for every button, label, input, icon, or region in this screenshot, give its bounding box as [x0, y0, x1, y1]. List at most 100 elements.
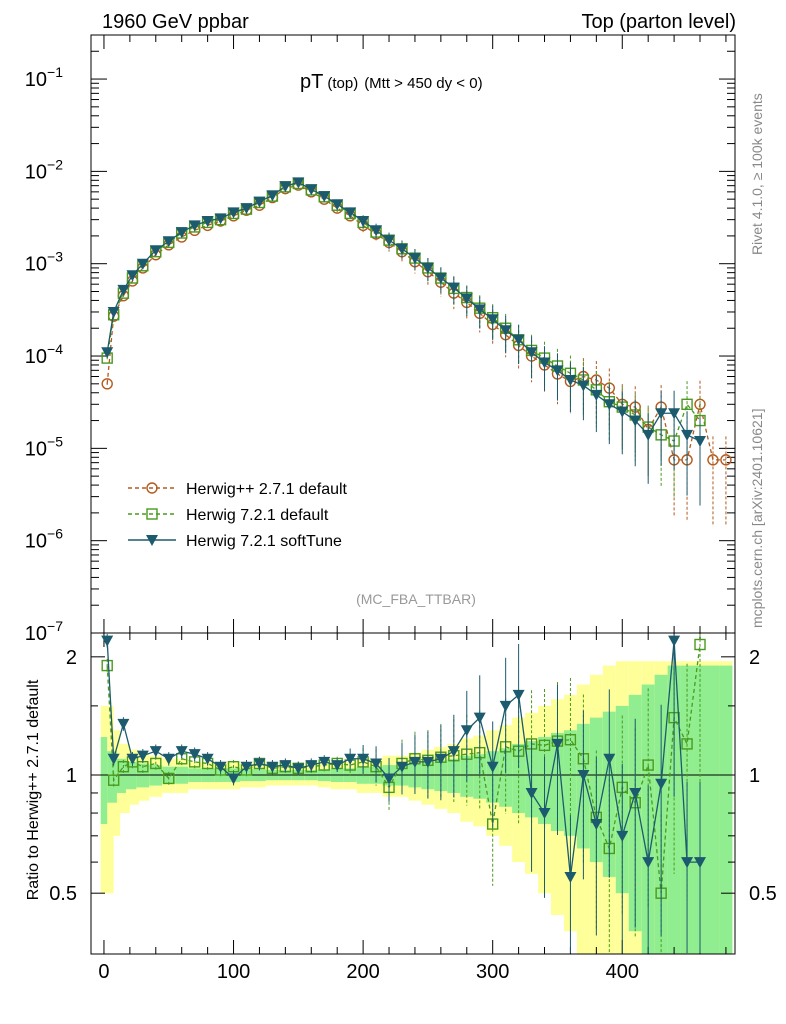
legend: Herwig++ 2.7.1 default Herwig 7.2.1 defau…: [128, 481, 348, 550]
band-green: [499, 748, 513, 807]
data-point: [421, 262, 434, 274]
data-point: [266, 761, 279, 773]
data-point: [126, 753, 139, 765]
data-point: [188, 220, 201, 232]
data-point: [318, 191, 331, 203]
main-axes: 10−710−610−510−410−310−210−1: [25, 34, 735, 645]
data-point: [101, 378, 113, 390]
data-point: [101, 347, 114, 359]
data-point: [101, 635, 114, 647]
data-point: [525, 787, 538, 799]
data-point: [473, 304, 486, 316]
data-point: [694, 857, 707, 869]
data-point: [551, 365, 564, 377]
y-tick-exponent: −6: [47, 526, 63, 542]
data-point: [240, 203, 253, 215]
ratio-series-1: [101, 633, 707, 954]
data-point: [227, 760, 240, 773]
main-panel: 10−710−610−510−410−310−210−1 pT (top) (Mtt…: [25, 34, 736, 645]
data-point: [681, 429, 694, 441]
data-point: [577, 770, 590, 782]
y-tick-mantissa: 10: [25, 531, 47, 553]
data-point: [434, 753, 447, 765]
x-tick-label: 100: [217, 961, 250, 983]
data-point: [146, 482, 158, 494]
data-point: [564, 374, 577, 386]
data-point: [136, 258, 149, 270]
y-tick-exponent: −2: [47, 156, 63, 172]
data-point: [107, 306, 120, 318]
data-point: [344, 753, 357, 765]
data-point: [395, 761, 408, 773]
data-point: [107, 774, 120, 786]
data-point: [292, 177, 305, 189]
header-left: 1960 GeV ppbar: [102, 11, 249, 33]
data-point: [107, 753, 120, 765]
band-green: [719, 665, 733, 954]
data-point: [564, 871, 577, 883]
y-tick-exponent: −1: [47, 64, 63, 80]
data-point: [318, 756, 331, 768]
data-point: [447, 746, 460, 758]
data-point: [149, 746, 162, 758]
y-tick-exponent: −5: [47, 433, 63, 449]
data-point: [162, 753, 175, 765]
data-point: [253, 758, 266, 770]
data-point: [279, 181, 292, 193]
ratio-panel: 0.5 0.5 1 1 2 2 0 100 200 300 400 Ratio to Herwig+…: [25, 632, 777, 983]
data-point: [629, 415, 642, 427]
data-point: [538, 808, 551, 820]
data-point: [163, 772, 175, 785]
data-point: [720, 454, 732, 466]
data-point: [117, 718, 130, 730]
data-point: [434, 273, 447, 285]
data-point: [616, 830, 629, 842]
data-point: [370, 225, 383, 237]
ratio-y-tick-label-right: 2: [749, 647, 760, 669]
data-point: [292, 763, 305, 775]
data-point: [525, 347, 538, 359]
plot-title-pt: pT: [300, 71, 323, 93]
ratio-y-tick-label-right: 0.5: [749, 883, 777, 905]
main-series: [101, 177, 732, 525]
series-line: [106, 184, 726, 461]
data-point: [227, 207, 240, 219]
watermark: (MC_FBA_TTBAR): [356, 591, 476, 607]
data-point: [175, 746, 188, 758]
data-point: [146, 508, 158, 520]
data-point: [253, 196, 266, 208]
y-tick-mantissa: 10: [25, 623, 47, 645]
data-point: [707, 454, 719, 466]
data-point: [447, 282, 460, 294]
ratio-y-tick-label-right: 1: [749, 765, 760, 787]
data-point: [266, 190, 279, 202]
data-point: [538, 357, 551, 369]
data-point: [162, 236, 175, 248]
y-tick-mantissa: 10: [25, 69, 47, 91]
plot-title-main: pT (top) (Mtt > 450 dy < 0): [300, 71, 483, 93]
data-point: [564, 734, 577, 746]
data-point: [642, 429, 655, 441]
data-point: [642, 857, 655, 869]
plot-title-top: (top): [327, 75, 358, 92]
ratio-series: [101, 633, 707, 954]
x-tick-label: 400: [606, 961, 639, 983]
data-point: [512, 334, 525, 346]
data-point: [668, 635, 681, 647]
data-point: [538, 739, 551, 752]
data-point: [460, 725, 473, 737]
data-point: [136, 750, 149, 762]
ratio-ylabel: Ratio to Herwig++ 2.7.1 default: [25, 679, 42, 900]
y-tick-exponent: −3: [47, 249, 63, 265]
data-point: [655, 408, 668, 420]
data-point: [460, 293, 473, 305]
plot-title-cuts: (Mtt > 450 dy < 0): [364, 75, 482, 92]
y-tick-label: 10−7: [25, 618, 63, 645]
data-point: [395, 243, 408, 255]
data-point: [175, 227, 188, 239]
data-point: [486, 314, 499, 326]
data-point: [681, 738, 693, 750]
data-point: [512, 689, 525, 701]
data-point: [603, 753, 616, 765]
